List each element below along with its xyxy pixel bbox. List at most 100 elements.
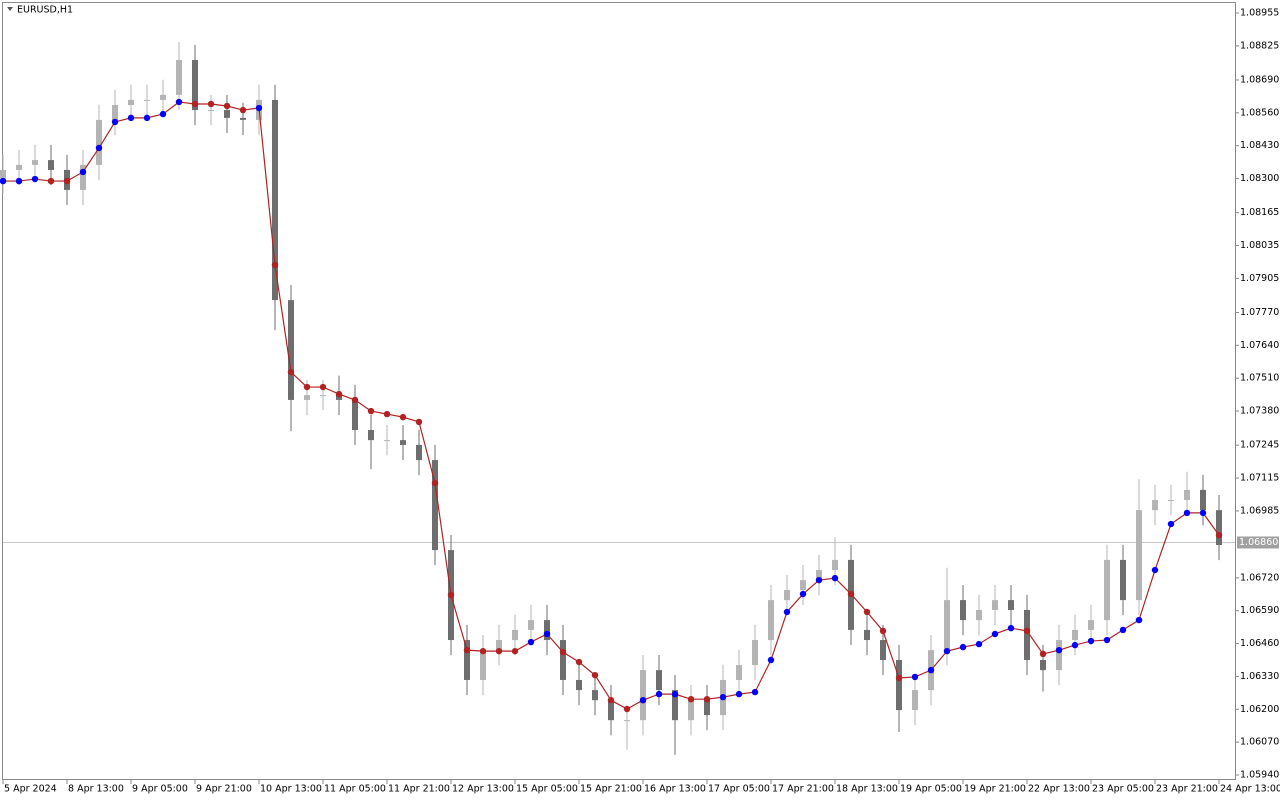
indicator-dot [47, 177, 55, 185]
y-tick-label: 1.05940 [1240, 770, 1279, 781]
indicator-dot [447, 591, 455, 599]
candle-body [1200, 489, 1206, 511]
candle-body [496, 640, 502, 651]
candle-body [384, 440, 390, 442]
indicator-dot [191, 100, 199, 108]
indicator-dot [15, 177, 23, 185]
indicator-dot [175, 98, 183, 106]
y-tick-label: 1.06720 [1240, 572, 1279, 583]
indicator-dot [79, 168, 87, 176]
x-tick-label: 17 Apr 21:00 [772, 784, 834, 795]
candle-body [752, 640, 758, 666]
y-tick-label: 1.07510 [1240, 373, 1279, 384]
x-tick-label: 11 Apr 21:00 [388, 784, 450, 795]
candle-body [480, 650, 486, 680]
y-tick-label: 1.07905 [1240, 273, 1279, 284]
candle-body [1184, 489, 1190, 501]
candle-body [832, 559, 838, 571]
indicator-dot [735, 690, 743, 698]
candle-body [864, 629, 870, 641]
candle-body [400, 440, 406, 445]
candle-body [624, 720, 630, 722]
candle-body [432, 460, 438, 551]
candle-body [1216, 510, 1222, 546]
candle-body [560, 640, 566, 680]
candle-body [784, 589, 790, 601]
candle-body [1168, 500, 1174, 502]
indicator-dot [799, 590, 807, 598]
y-tick-label: 1.06330 [1240, 671, 1279, 682]
indicator-dot [1007, 624, 1015, 632]
plot-frame [2, 2, 1236, 780]
x-tick-label: 17 Apr 05:00 [708, 784, 770, 795]
candle-body [576, 679, 582, 691]
indicator-dot [159, 110, 167, 118]
indicator-dot [1135, 616, 1143, 624]
indicator-dot [319, 383, 327, 391]
x-tick-label: 23 Apr 05:00 [1092, 784, 1154, 795]
indicator-dot [495, 647, 503, 655]
indicator-dot [943, 647, 951, 655]
candle-body [128, 99, 134, 105]
indicator-dot [1055, 646, 1063, 654]
y-tick-label: 1.07770 [1240, 307, 1279, 318]
menu-arrow[interactable] [7, 7, 13, 11]
indicator-dot [207, 100, 215, 108]
candle-body [16, 164, 22, 170]
indicator-dot [751, 688, 759, 696]
x-tick-label: 22 Apr 13:00 [1028, 784, 1090, 795]
candle-body [32, 160, 38, 165]
indicator-dot [847, 590, 855, 598]
candle-body [800, 580, 806, 590]
candle-body [1024, 609, 1030, 661]
indicator-dot [271, 261, 279, 269]
indicator-dot [527, 638, 535, 646]
candle-body [1040, 660, 1046, 671]
candle-body [512, 629, 518, 641]
indicator-dot [31, 175, 39, 183]
indicator-dot [335, 390, 343, 398]
y-tick-label: 1.07640 [1240, 340, 1279, 351]
candle-body [976, 609, 982, 621]
indicator-dot [1071, 641, 1079, 649]
candle-body [1088, 620, 1094, 630]
candle-body [144, 99, 150, 101]
indicator-dot [303, 383, 311, 391]
indicator-dot [655, 690, 663, 698]
indicator-dot [815, 576, 823, 584]
candle-body [352, 399, 358, 431]
indicator-dot [767, 656, 775, 664]
candle-body [320, 395, 326, 397]
y-tick-label: 1.06985 [1240, 505, 1279, 516]
indicator-dot [1103, 636, 1111, 644]
indicator-dot [415, 418, 423, 426]
candle-body [336, 395, 342, 400]
candle-body [224, 110, 230, 118]
indicator-dot [63, 177, 71, 185]
chart-title: EURUSD,H1 [17, 5, 73, 16]
y-tick-label: 1.07380 [1240, 406, 1279, 417]
candle-body [368, 430, 374, 441]
candle-body [640, 670, 646, 721]
y-tick-label: 1.08825 [1240, 40, 1279, 51]
x-tick-label: 10 Apr 13:00 [260, 784, 322, 795]
x-tick-label: 12 Apr 13:00 [452, 784, 514, 795]
candle-body [672, 690, 678, 721]
indicator-dot [863, 608, 871, 616]
indicator-dot [991, 630, 999, 638]
indicator-dot [671, 690, 679, 698]
candle-body [48, 160, 54, 170]
indicator-dot [975, 640, 983, 648]
indicator-dot [479, 647, 487, 655]
candle-body [704, 700, 710, 716]
indicator-dot [1167, 520, 1175, 528]
indicator-dot [1151, 566, 1159, 574]
candle-body [80, 164, 86, 190]
indicator-dot [1183, 509, 1191, 517]
indicator-dot [511, 647, 519, 655]
candle-body [272, 99, 278, 301]
indicator-dot [959, 643, 967, 651]
indicator-dot [1023, 627, 1031, 635]
indicator-dot [927, 666, 935, 674]
